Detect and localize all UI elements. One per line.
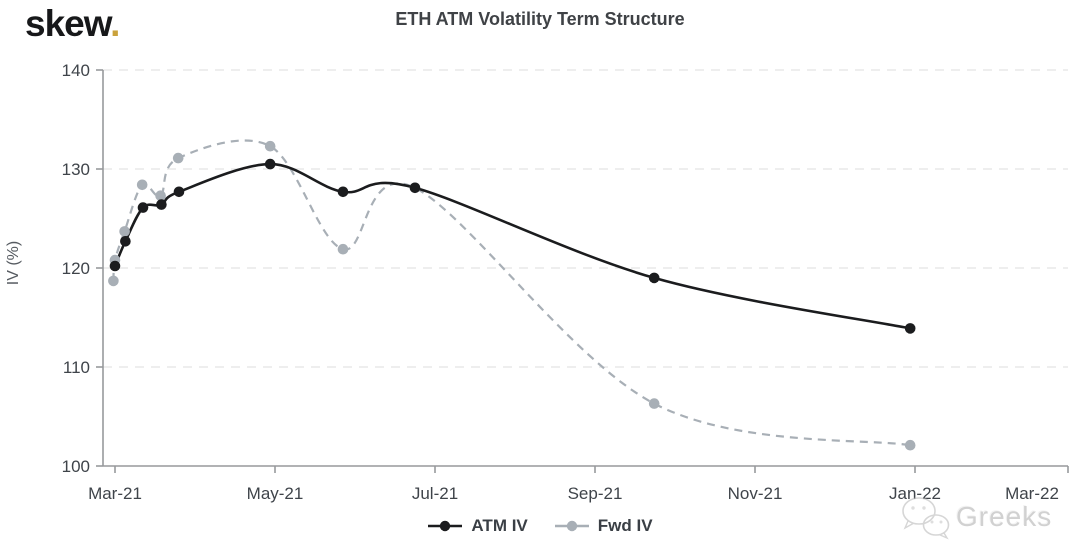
fwd-iv-point[interactable]	[337, 243, 349, 255]
atm-iv-point[interactable]	[109, 260, 121, 272]
watermark-text: Greeks	[956, 501, 1053, 532]
skew-logo: skew.	[25, 3, 120, 44]
x-tick-label: Sep-21	[568, 484, 623, 503]
y-axis-label: IV (%)	[5, 240, 22, 286]
atm-iv-point[interactable]	[264, 158, 276, 170]
skew-logo-text: skew	[25, 3, 111, 44]
legend-label-fwd-iv: Fwd IV	[597, 516, 653, 535]
fwd-iv-point[interactable]	[172, 152, 184, 164]
atm-iv-point[interactable]	[173, 186, 185, 198]
y-tick-label: 140	[62, 61, 90, 80]
fwd-iv-point[interactable]	[904, 439, 916, 451]
y-tick-label: 120	[62, 259, 90, 278]
atm-iv-point[interactable]	[120, 236, 131, 247]
fwd-iv-point[interactable]	[648, 398, 660, 409]
fwd-iv-point[interactable]	[264, 140, 276, 152]
wechat-icon	[902, 497, 950, 540]
atm-iv-point[interactable]	[337, 186, 349, 198]
legend-item-fwd-iv[interactable]: Fwd IV	[554, 516, 653, 536]
fwd-iv-point[interactable]	[136, 179, 148, 191]
y-tick-label: 130	[62, 160, 90, 179]
x-tick-label: Mar-21	[88, 484, 142, 503]
atm-iv-point[interactable]	[904, 323, 916, 334]
fwd-iv-point[interactable]	[108, 275, 119, 287]
y-tick-label: 110	[63, 358, 90, 377]
atm-iv-legend-marker	[428, 520, 463, 532]
atm-iv-point[interactable]	[137, 202, 149, 213]
x-tick-label: Jan-22	[889, 484, 941, 503]
fwd-iv-line	[112, 139, 911, 447]
legend-label-atm-iv: ATM IV	[471, 516, 528, 535]
atm-iv-point[interactable]	[409, 182, 421, 194]
atm-iv-point[interactable]	[648, 272, 660, 284]
y-tick-label: 100	[62, 457, 90, 476]
chart-legend: ATM IV Fwd IV	[0, 511, 1080, 541]
x-tick-label: Nov-21	[728, 484, 783, 503]
fwd-iv-legend-marker	[554, 520, 589, 532]
fwd-iv-point[interactable]	[155, 190, 166, 201]
chart-title: ETH ATM Volatility Term Structure	[395, 9, 685, 29]
x-tick-label: May-21	[247, 484, 304, 503]
x-tick-label: Jul-21	[412, 484, 458, 503]
greeks-watermark: Greeks	[898, 494, 1052, 540]
x-tick-label: Mar-22	[1005, 484, 1059, 503]
fwd-iv-point[interactable]	[119, 226, 130, 237]
atm-iv-point[interactable]	[156, 199, 167, 210]
legend-item-atm-iv[interactable]: ATM IV	[427, 516, 528, 536]
skew-logo-dot: .	[110, 3, 120, 44]
atm-iv-line	[113, 162, 911, 330]
